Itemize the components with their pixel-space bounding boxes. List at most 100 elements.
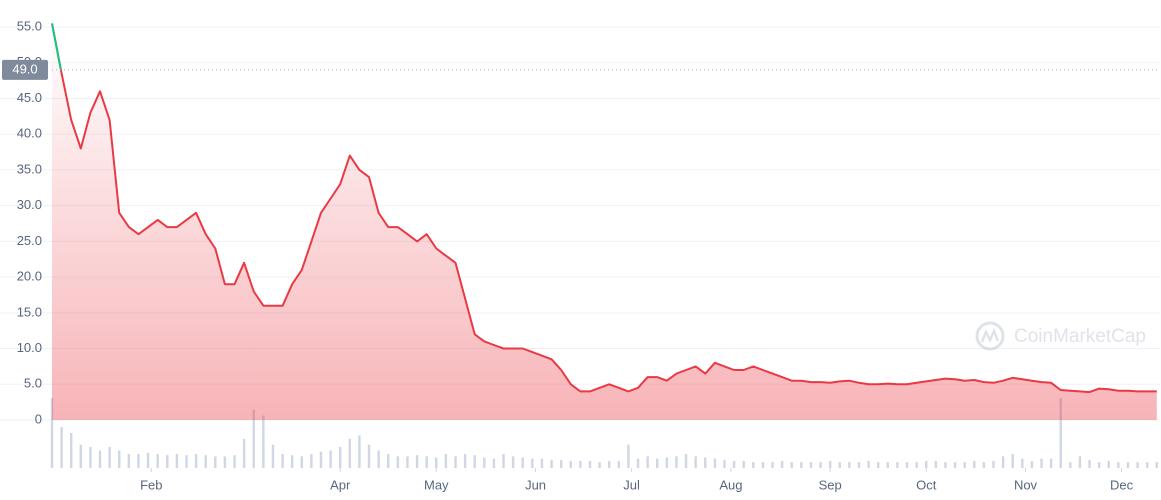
volume-bar (531, 458, 534, 468)
volume-bar (223, 456, 227, 468)
volume-bar (521, 457, 524, 468)
volume-bar (704, 457, 707, 468)
volume-bar (300, 456, 303, 468)
volume-bar (857, 462, 861, 468)
volume-bar (800, 462, 803, 468)
volume-bar (98, 450, 102, 468)
x-tick-label: Jul (623, 477, 640, 492)
volume-bar (1030, 461, 1034, 468)
volume-bar (1126, 462, 1130, 468)
volume-bar (761, 462, 765, 468)
x-tick-label: Sep (819, 477, 842, 492)
x-tick-label: Apr (330, 477, 351, 492)
price-line (51, 23, 1157, 394)
volume-bar (319, 451, 323, 468)
volume-bar (214, 456, 217, 468)
volume-bar (819, 462, 822, 468)
volume-bar (339, 447, 342, 468)
volume-bar (588, 461, 592, 468)
volume-bar (50, 398, 54, 468)
volume-bar (1117, 462, 1120, 468)
volume-bar (185, 455, 188, 468)
volume-bar (1049, 458, 1053, 468)
volume-bar (454, 456, 457, 468)
volume-bar (387, 454, 390, 468)
volume-bar (656, 458, 659, 468)
volume-bar (742, 461, 745, 468)
volume-bar (175, 454, 179, 468)
volume-bar (377, 450, 380, 468)
y-tick-label: 35.0 (17, 161, 42, 176)
volume-bar (1145, 462, 1149, 468)
volume-bar (1040, 458, 1043, 468)
y-tick-label: 15.0 (17, 304, 42, 319)
volume-bar (242, 438, 246, 468)
y-tick-label: 0 (35, 411, 42, 426)
watermark: CoinMarketCap (975, 321, 1146, 351)
volume-bar (752, 462, 755, 468)
volume-bar (415, 455, 419, 468)
volume-bar (848, 462, 851, 468)
x-tick-label: Jun (525, 477, 546, 492)
volume-bar (1088, 459, 1091, 468)
volume-bar (790, 462, 793, 468)
volume-bar (108, 447, 111, 468)
x-tick-label: Dec (1110, 477, 1134, 492)
volume-bar (204, 455, 207, 468)
volume-bar (982, 462, 986, 468)
volume-bar (608, 461, 611, 468)
volume-bar (771, 462, 774, 468)
y-tick-label: 55.0 (17, 18, 42, 33)
volume-bar (1078, 456, 1082, 468)
volume-bar (118, 450, 121, 468)
current-price-box (2, 59, 48, 80)
x-tick-label: Oct (916, 477, 937, 492)
watermark-text: CoinMarketCap (1014, 326, 1146, 347)
volume-bar (156, 454, 159, 468)
volume-bar (636, 458, 640, 468)
volume-bar (617, 461, 621, 468)
volume-bar (809, 462, 813, 468)
volume-bar (675, 456, 678, 468)
volume-bar (1155, 462, 1158, 468)
volume-bar (511, 456, 515, 468)
volume-bar (1069, 462, 1072, 468)
volume-bar (1097, 462, 1101, 468)
volume-bar (435, 457, 438, 468)
volume-bar (70, 433, 73, 468)
volume-bar (483, 457, 486, 468)
volume-bar (723, 459, 726, 468)
y-tick-label: 45.0 (17, 90, 42, 105)
volume-bar (896, 462, 899, 468)
volume-bar (876, 462, 880, 468)
volume-bar (559, 459, 563, 468)
volume-bar (348, 438, 352, 468)
volume-bar (271, 444, 275, 468)
volume-bar (233, 455, 236, 468)
volume-bar (262, 415, 265, 468)
y-tick-label: 10.0 (17, 340, 42, 355)
y-tick-label: 25.0 (17, 233, 42, 248)
volume-bar (396, 456, 400, 468)
volume-bar (127, 454, 131, 468)
volume-bar (944, 462, 947, 468)
volume-bar (463, 454, 467, 468)
price-area (52, 23, 1157, 421)
volume-bar (166, 455, 169, 468)
y-tick-label: 5.0 (24, 376, 42, 391)
volume-bar (137, 454, 140, 468)
volume-bar (1059, 398, 1062, 468)
volume-bar (694, 456, 697, 468)
current-price-label: 49.0 (12, 61, 37, 76)
x-tick-label: Nov (1014, 477, 1038, 492)
volume-bar (992, 461, 995, 468)
volume-bar (684, 454, 688, 468)
volume-bar (290, 455, 294, 468)
volume-bar (146, 452, 150, 468)
volume-bar (1001, 456, 1005, 468)
volume-bar (828, 461, 832, 468)
volume-bar (569, 461, 572, 468)
volume-bar (598, 462, 601, 468)
volume-bar (1011, 454, 1014, 468)
volume-bar (540, 458, 544, 468)
